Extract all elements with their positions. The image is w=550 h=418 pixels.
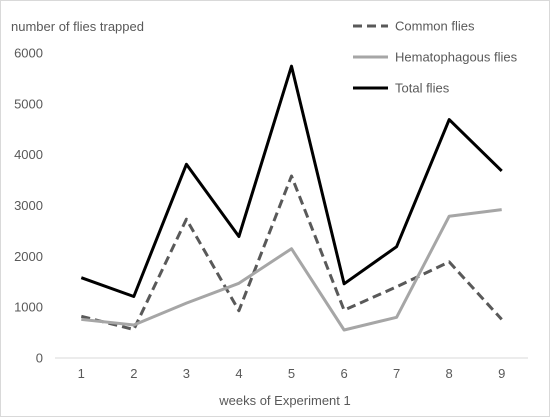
x-tick-label: 1 xyxy=(78,366,85,381)
x-tick-label: 3 xyxy=(183,366,190,381)
legend: Common flies Hematophagous flies Total fli… xyxy=(353,19,518,96)
x-tick-label: 8 xyxy=(446,366,453,381)
y-tick-label: 4000 xyxy=(14,147,43,162)
x-tick-label: 5 xyxy=(288,366,295,381)
series-line-2 xyxy=(81,208,502,332)
series-line-1 xyxy=(80,174,503,331)
series-line-3 xyxy=(80,64,503,298)
y-tick-label: 3000 xyxy=(14,198,43,213)
series-lines xyxy=(80,64,503,332)
y-tick-label: 1000 xyxy=(14,300,43,315)
x-tick-label: 2 xyxy=(130,366,137,381)
y-tick-label: 2000 xyxy=(14,249,43,264)
legend-label: Hematophagous flies xyxy=(395,50,518,65)
y-tick-labels: 0 1000 2000 3000 4000 5000 6000 xyxy=(14,46,43,366)
x-tick-labels: 1 2 3 4 5 6 7 8 9 xyxy=(78,366,506,381)
y-tick-label: 5000 xyxy=(14,96,43,111)
legend-label: Total flies xyxy=(395,81,450,96)
legend-label: Common flies xyxy=(395,19,475,34)
x-axis-title: weeks of Experiment 1 xyxy=(218,393,351,408)
x-tick-label: 9 xyxy=(498,366,505,381)
x-tick-label: 7 xyxy=(393,366,400,381)
x-tick-label: 4 xyxy=(235,366,242,381)
y-axis-title: number of flies trapped xyxy=(11,19,144,34)
x-tick-label: 6 xyxy=(340,366,347,381)
y-tick-label: 6000 xyxy=(14,46,43,61)
y-tick-label: 0 xyxy=(36,351,43,366)
